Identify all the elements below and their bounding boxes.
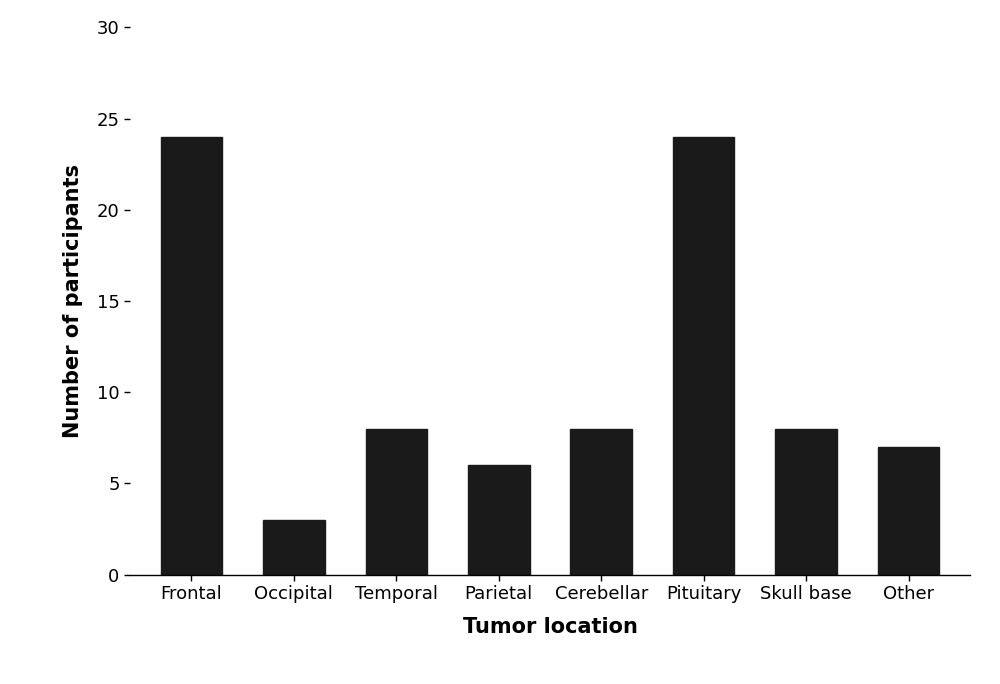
Bar: [263, 520, 325, 575]
Y-axis label: Number of participants: Number of participants: [63, 164, 83, 438]
Bar: [468, 465, 530, 575]
Bar: [673, 137, 734, 575]
Bar: [570, 429, 632, 575]
Bar: [775, 429, 837, 575]
X-axis label: Tumor location: Tumor location: [463, 617, 637, 637]
Bar: [878, 447, 939, 575]
Bar: [366, 429, 427, 575]
Bar: [161, 137, 222, 575]
